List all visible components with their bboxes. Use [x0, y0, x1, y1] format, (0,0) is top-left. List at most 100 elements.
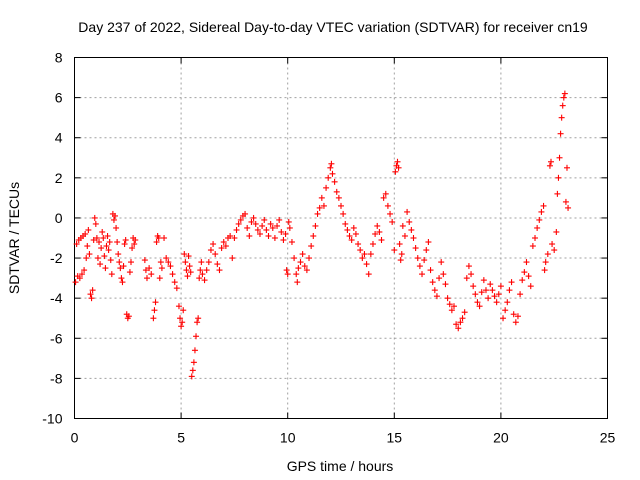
- data-point: [285, 218, 292, 225]
- data-point: [367, 251, 374, 258]
- data-point: [293, 271, 300, 278]
- data-point: [185, 253, 192, 260]
- data-point: [286, 224, 293, 231]
- data-point: [308, 243, 315, 250]
- data-point: [316, 204, 323, 211]
- data-point: [387, 210, 394, 217]
- data-point: [235, 220, 242, 227]
- data-point: [301, 263, 308, 270]
- data-point: [414, 255, 421, 262]
- data-point: [291, 255, 298, 262]
- data-point: [229, 255, 236, 262]
- data-point: [365, 271, 372, 278]
- data-point: [318, 194, 325, 201]
- data-point: [114, 239, 121, 246]
- y-tick-label: 0: [55, 210, 63, 226]
- data-point: [485, 295, 492, 302]
- data-point: [453, 321, 460, 328]
- data-point: [419, 271, 426, 278]
- data-point: [288, 239, 295, 246]
- data-point: [205, 259, 212, 266]
- data-point: [132, 237, 139, 244]
- data-point: [474, 299, 481, 306]
- data-point: [444, 295, 451, 302]
- data-point: [455, 325, 462, 332]
- axis-ticks: [74, 57, 608, 419]
- data-point: [261, 216, 268, 223]
- data-point: [115, 251, 122, 258]
- data-point: [108, 271, 115, 278]
- data-point: [352, 230, 359, 237]
- data-point: [271, 235, 278, 241]
- data-point: [489, 287, 496, 294]
- data-point: [121, 241, 128, 248]
- data-point: [472, 291, 479, 298]
- data-point: [90, 237, 97, 244]
- data-point: [476, 303, 483, 310]
- data-point: [231, 235, 238, 241]
- data-point: [514, 313, 521, 320]
- data-point: [527, 283, 534, 290]
- data-point: [310, 232, 317, 239]
- data-point: [199, 271, 206, 278]
- data-point: [327, 164, 334, 171]
- data-point: [536, 216, 543, 223]
- data-point: [312, 222, 319, 229]
- data-point: [487, 281, 494, 288]
- data-point: [186, 263, 193, 270]
- data-point: [340, 210, 347, 217]
- data-point: [156, 275, 163, 282]
- data-point: [555, 174, 562, 181]
- grid-lines: [74, 57, 608, 419]
- data-point: [254, 226, 261, 233]
- data-point: [338, 202, 344, 209]
- data-point: [112, 212, 119, 219]
- data-point: [523, 259, 530, 266]
- data-point: [113, 224, 120, 231]
- data-point: [314, 210, 321, 217]
- data-point: [188, 373, 195, 380]
- y-tick-label: 2: [55, 170, 63, 186]
- data-point: [396, 241, 403, 248]
- data-markers: [72, 90, 572, 380]
- data-point: [167, 263, 174, 270]
- data-point: [98, 245, 105, 252]
- data-point: [359, 255, 366, 262]
- y-tick-labels: -10 -8 -6 -4 -2 0 2 4 6 8: [42, 50, 62, 427]
- data-point: [363, 261, 370, 268]
- data-point: [348, 237, 355, 244]
- data-point: [269, 224, 276, 231]
- data-point: [101, 253, 108, 260]
- data-point: [544, 251, 551, 258]
- data-point: [548, 158, 555, 165]
- data-point: [96, 239, 103, 246]
- data-point: [541, 267, 548, 274]
- data-point: [169, 271, 176, 278]
- data-point: [248, 218, 255, 225]
- data-point: [556, 154, 563, 161]
- data-point: [207, 247, 214, 254]
- data-point: [431, 287, 438, 294]
- data-point: [560, 94, 567, 101]
- data-point: [333, 188, 340, 195]
- y-tick-label: 4: [55, 130, 63, 146]
- data-point: [150, 315, 157, 322]
- y-tick-label: 8: [55, 50, 63, 66]
- data-point: [461, 309, 468, 316]
- data-point: [468, 271, 475, 278]
- data-point: [214, 261, 221, 268]
- data-point: [252, 220, 259, 227]
- data-point: [187, 269, 194, 276]
- data-point: [259, 222, 266, 229]
- data-point: [554, 190, 561, 197]
- data-point: [106, 239, 113, 246]
- data-point: [127, 259, 134, 266]
- data-point: [233, 226, 240, 233]
- data-point: [397, 257, 404, 264]
- data-point: [517, 291, 524, 298]
- data-point: [82, 230, 89, 237]
- data-point: [429, 279, 436, 286]
- data-point: [294, 279, 301, 286]
- data-point: [295, 265, 302, 272]
